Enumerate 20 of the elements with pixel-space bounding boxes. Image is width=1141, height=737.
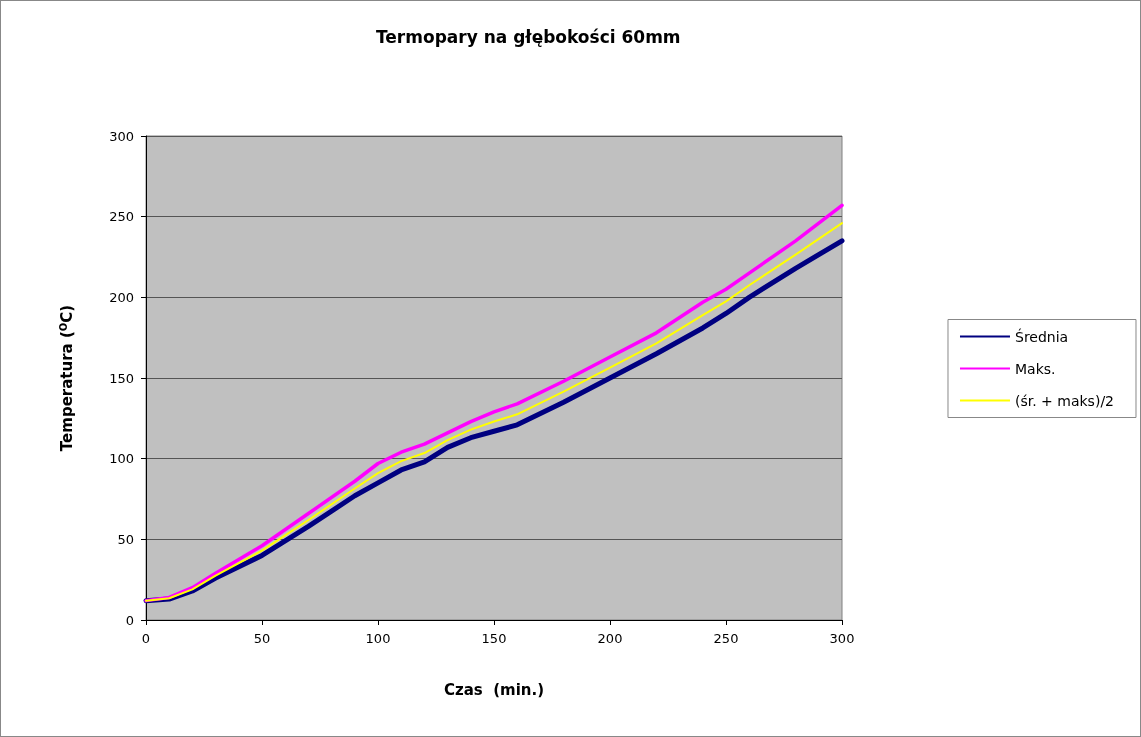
y-axis-title: Temperatura (OC): [57, 304, 76, 452]
y-tick-label: 200: [109, 289, 134, 305]
legend-label: (śr. + maks)/2: [1014, 392, 1114, 409]
y-tick-label: 0: [125, 612, 134, 628]
x-axis-title: Czas (min.): [443, 680, 545, 699]
x-tick-label: 100: [365, 631, 391, 646]
y-tick-label: 100: [109, 451, 134, 467]
x-tick-label: 200: [597, 631, 623, 646]
x-tick-label: 50: [253, 631, 271, 646]
legend-label: Maks.: [1014, 360, 1056, 377]
y-tick-label: 250: [109, 209, 134, 225]
y-tick-label: 150: [109, 370, 134, 386]
y-tick-label: 50: [117, 531, 134, 547]
x-tick-label: 150: [481, 631, 507, 646]
chart-title: Termopary na głębokości 60mm: [376, 26, 681, 47]
legend-label: Średnia: [1014, 327, 1069, 345]
x-tick-label: 300: [829, 631, 855, 646]
x-tick-label: 250: [713, 631, 739, 646]
x-tick-label: 0: [141, 631, 151, 646]
y-tick-label: 300: [109, 128, 134, 144]
